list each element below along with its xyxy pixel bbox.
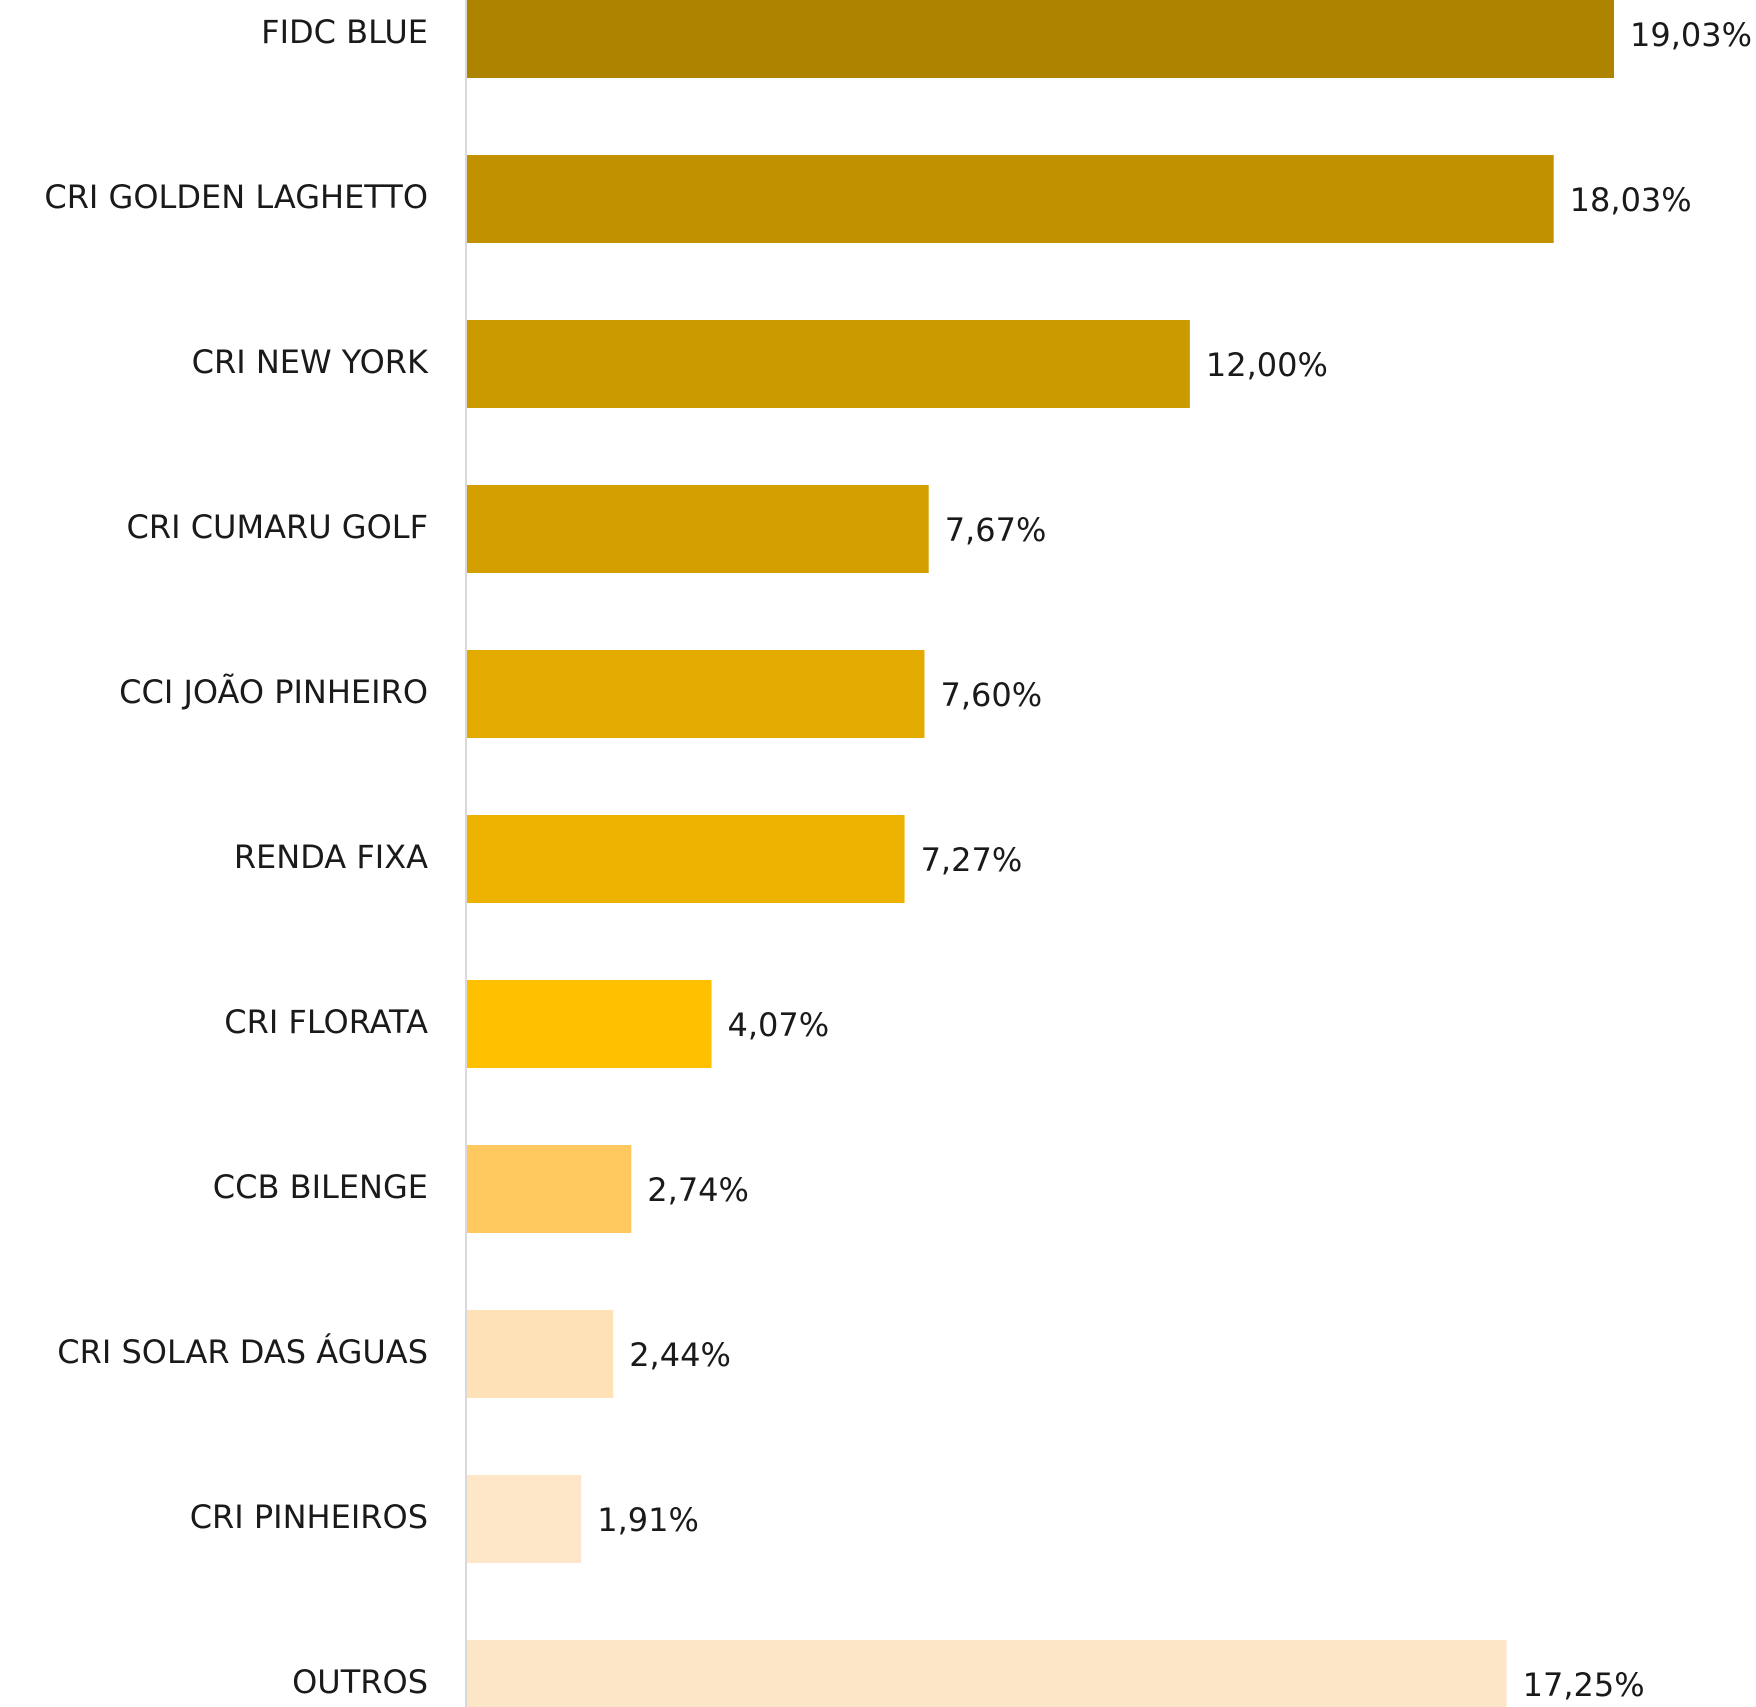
- value-label-fidc-blue: 19,03%: [1630, 16, 1752, 54]
- value-label-cri-cumaru-golf: 7,67%: [945, 511, 1047, 549]
- value-label-renda-fixa: 7,27%: [921, 841, 1023, 879]
- bar-ccb-bilenge: [466, 1145, 632, 1233]
- category-label-renda-fixa: RENDA FIXA: [234, 838, 428, 876]
- category-label-cri-golden-laghetto: CRI GOLDEN LAGHETTO: [44, 178, 428, 216]
- bar-cri-pinheiros: [466, 1475, 582, 1563]
- category-label-fidc-blue: FIDC BLUE: [261, 13, 428, 51]
- value-label-cri-golden-laghetto: 18,03%: [1570, 181, 1692, 219]
- bar-renda-fixa: [466, 815, 905, 903]
- value-label-cri-florata: 4,07%: [728, 1006, 830, 1044]
- category-label-cri-florata: CRI FLORATA: [224, 1003, 428, 1041]
- category-label-ccb-bilenge: CCB BILENGE: [213, 1168, 428, 1206]
- value-label-cci-joao-pinheiro: 7,60%: [940, 676, 1042, 714]
- bar-cri-golden-laghetto: [466, 155, 1554, 243]
- category-label-cri-pinheiros: CRI PINHEIROS: [190, 1498, 428, 1536]
- bar-cri-florata: [466, 980, 712, 1068]
- category-label-cri-solar-das-aguas: CRI SOLAR DAS ÁGUAS: [57, 1333, 428, 1371]
- category-label-cci-joao-pinheiro: CCI JOÃO PINHEIRO: [119, 673, 428, 711]
- bar-cri-solar-das-aguas: [466, 1310, 614, 1398]
- value-label-ccb-bilenge: 2,74%: [647, 1171, 749, 1209]
- bar-cci-joao-pinheiro: [466, 650, 925, 738]
- category-label-outros: OUTROS: [292, 1663, 428, 1701]
- category-label-cri-new-york: CRI NEW YORK: [192, 343, 429, 381]
- bar-outros: [466, 1640, 1507, 1707]
- value-label-cri-solar-das-aguas: 2,44%: [629, 1336, 731, 1374]
- bar-cri-new-york: [466, 320, 1190, 408]
- value-label-cri-pinheiros: 1,91%: [597, 1501, 699, 1539]
- labels-layer: FIDC BLUE 19,03% CRI GOLDEN LAGHETTO 18,03%…: [44, 13, 1752, 1704]
- category-label-cri-cumaru-golf: CRI CUMARU GOLF: [127, 508, 429, 546]
- value-label-outros: 17,25%: [1523, 1666, 1645, 1704]
- value-label-cri-new-york: 12,00%: [1206, 346, 1328, 384]
- bar-fidc-blue: [466, 0, 1614, 78]
- bars-layer: [466, 0, 1614, 1707]
- bar-cri-cumaru-golf: [466, 485, 929, 573]
